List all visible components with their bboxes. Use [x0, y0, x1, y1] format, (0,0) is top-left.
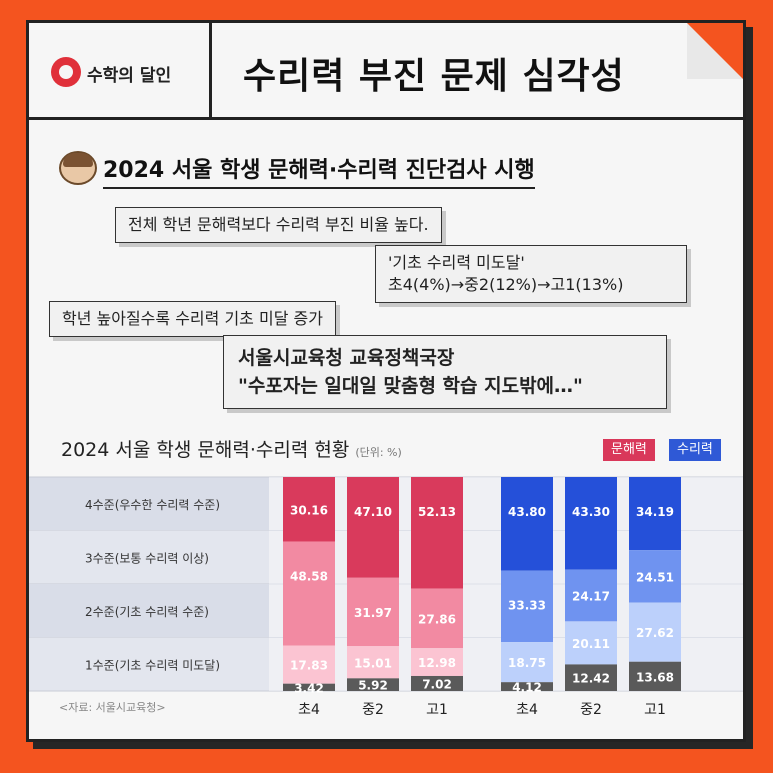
- bar-segment: [283, 645, 335, 684]
- bar-segment: [347, 577, 399, 647]
- level-band: [29, 530, 269, 584]
- data-label: 27.86: [418, 612, 456, 626]
- data-label: 27.62: [636, 626, 674, 640]
- data-label: 18.75: [508, 656, 546, 670]
- note-4: 서울시교육청 교육정책국장 "수포자는 일대일 맞춤형 학습 지도밖에…": [223, 335, 667, 409]
- source-note: <자료: 서울시교육청>: [59, 701, 166, 714]
- x-tick-label: 초4: [298, 702, 320, 718]
- note-2-line-2: 초4(4%)→중2(12%)→고1(13%): [388, 275, 624, 294]
- data-label: 4.12: [512, 681, 542, 695]
- chart-title: 2024 서울 학생 문해력·수리력 현황 (단위: %): [61, 435, 402, 462]
- bar-segment: [347, 678, 399, 691]
- data-label: 52.13: [418, 505, 456, 519]
- bar-segment: [629, 661, 681, 691]
- x-tick-label: 중2: [362, 702, 384, 718]
- data-label: 5.92: [358, 679, 388, 693]
- data-label: 43.30: [572, 505, 610, 519]
- x-tick-label: 고1: [644, 702, 666, 718]
- data-label: 33.33: [508, 599, 546, 613]
- bar-segment: [283, 477, 335, 542]
- bar-segment: [565, 477, 617, 570]
- legend-literacy: 문해력: [603, 439, 655, 461]
- bar-segment: [565, 621, 617, 665]
- level-band: [29, 584, 269, 638]
- x-tick-label: 고1: [426, 702, 448, 718]
- bars: 30.16 48.58 17.83 3.42 47.10 31.97 15.01 5.92 52…: [283, 477, 681, 695]
- bar-segment: [411, 675, 463, 691]
- data-label: 12.98: [418, 656, 456, 670]
- bar-segment: [629, 477, 681, 551]
- bar-segment: [565, 664, 617, 691]
- bar-segment: [501, 682, 553, 691]
- data-label: 43.80: [508, 505, 546, 519]
- bar-segment: [411, 648, 463, 676]
- data-label: 31.97: [354, 606, 392, 620]
- level-band: [29, 477, 269, 531]
- level-band: [29, 637, 269, 691]
- data-label: 47.10: [354, 505, 392, 519]
- data-label: 48.58: [290, 570, 328, 584]
- data-label: 24.17: [572, 590, 610, 604]
- chart-unit: (단위: %): [355, 446, 402, 459]
- character-face-icon: [59, 151, 97, 185]
- bar-segment: [501, 477, 553, 571]
- bar-segment: [501, 642, 553, 683]
- logo: 수학의 달인: [29, 23, 212, 117]
- stacked-bar-chart: 4수준(우수한 수리력 수준) 3수준(보통 수리력 이상) 2수준(기초 수리력 …: [29, 476, 743, 695]
- bar-segment: [565, 569, 617, 622]
- bar-segment: [501, 570, 553, 643]
- data-label: 24.51: [636, 570, 674, 584]
- x-tick-label: 중2: [580, 702, 602, 718]
- page-title: 수리력 부진 문제 심각성: [243, 56, 625, 97]
- logo-icon: [51, 57, 81, 87]
- note-4-line-1: 서울시교육청 교육정책국장: [238, 347, 455, 369]
- note-2: '기초 수리력 미도달' 초4(4%)→중2(12%)→고1(13%): [375, 245, 687, 303]
- x-tick-label: 초4: [516, 702, 538, 718]
- level-labels: 4수준(우수한 수리력 수준) 3수준(보통 수리력 이상) 2수준(기초 수리력 …: [85, 498, 220, 673]
- subtitle: 2024 서울 학생 문해력·수리력 진단검사 시행: [103, 152, 535, 189]
- page-fold-icon: [687, 23, 743, 79]
- logo-text: 수학의 달인: [87, 66, 172, 86]
- note-3: 학년 높아질수록 수리력 기초 미달 증가: [49, 301, 336, 337]
- level-label: 1수준(기초 수리력 미도달): [85, 658, 220, 672]
- data-label: 12.42: [572, 672, 610, 686]
- data-label: 34.19: [636, 505, 674, 519]
- bar-segment: [283, 541, 335, 646]
- note-2-line-1: '기초 수리력 미도달': [388, 253, 525, 272]
- data-label: 15.01: [354, 656, 392, 670]
- bar-segment: [411, 477, 463, 589]
- legend-numeracy: 수리력: [669, 439, 721, 461]
- bar-segment: [347, 477, 399, 578]
- bar-segment: [283, 683, 335, 691]
- level-label: 3수준(보통 수리력 이상): [85, 551, 209, 565]
- level-label: 4수준(우수한 수리력 수준): [85, 498, 220, 512]
- data-label: 7.02: [422, 677, 452, 691]
- data-label: 17.83: [290, 659, 328, 673]
- note-4-line-2: "수포자는 일대일 맞춤형 학습 지도밖에…": [238, 375, 583, 397]
- chart-title-text: 2024 서울 학생 문해력·수리력 현황: [61, 439, 350, 461]
- data-label: 13.68: [636, 670, 674, 684]
- header: 수학의 달인 수리력 부진 문제 심각성: [29, 23, 743, 120]
- bar-segment: [411, 588, 463, 649]
- bar-segment: [629, 550, 681, 603]
- data-label: 30.16: [290, 503, 328, 517]
- bar-segment: [629, 602, 681, 662]
- note-1: 전체 학년 문해력보다 수리력 부진 비율 높다.: [115, 207, 442, 243]
- card: 수학의 달인 수리력 부진 문제 심각성 2024 서울 학생 문해력·수리력 …: [26, 20, 746, 742]
- data-label: 3.42: [294, 681, 324, 695]
- level-label: 2수준(기초 수리력 수준): [85, 605, 209, 619]
- data-label: 20.11: [572, 637, 610, 651]
- bar-segment: [347, 646, 399, 679]
